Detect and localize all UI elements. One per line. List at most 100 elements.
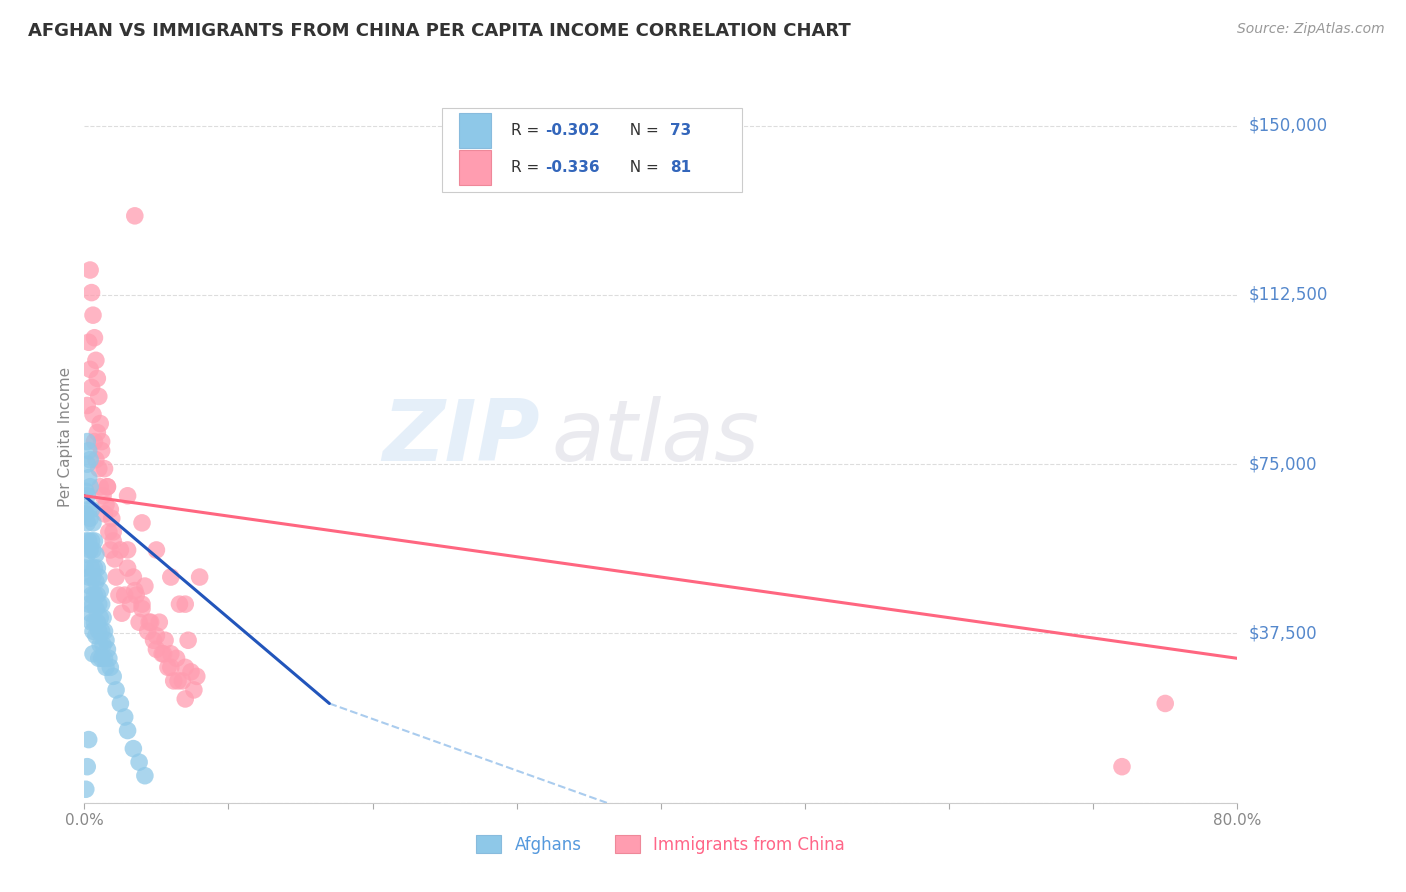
Point xyxy=(124,583,146,598)
Point xyxy=(145,629,167,643)
Point xyxy=(90,651,112,665)
Point xyxy=(84,353,107,368)
Point xyxy=(93,624,115,639)
Point xyxy=(83,615,105,630)
Point xyxy=(183,682,205,697)
Point xyxy=(124,209,146,223)
Y-axis label: Per Capita Income: Per Capita Income xyxy=(58,367,73,508)
Point xyxy=(139,615,162,630)
Point xyxy=(82,647,104,661)
Point xyxy=(79,606,101,620)
Point xyxy=(84,601,107,615)
Point xyxy=(128,755,150,769)
Point xyxy=(1111,760,1133,774)
Point xyxy=(84,629,107,643)
Point xyxy=(75,782,97,797)
Point xyxy=(142,633,165,648)
Point xyxy=(96,480,118,494)
Point xyxy=(80,615,103,630)
Point xyxy=(87,570,110,584)
Point xyxy=(75,533,97,548)
Point xyxy=(82,516,104,530)
Text: -0.336: -0.336 xyxy=(546,160,600,175)
Point xyxy=(76,760,98,774)
Point xyxy=(177,633,200,648)
Point xyxy=(117,543,139,558)
Point xyxy=(186,669,208,683)
Point xyxy=(110,543,132,558)
Text: -0.302: -0.302 xyxy=(546,123,600,138)
Point xyxy=(89,583,111,598)
Point xyxy=(80,533,103,548)
Point xyxy=(103,524,124,539)
Point xyxy=(83,331,105,345)
Point xyxy=(172,673,194,688)
Point xyxy=(122,741,145,756)
Point xyxy=(94,498,117,512)
Point xyxy=(89,610,111,624)
Point xyxy=(80,588,103,602)
Point xyxy=(117,723,139,738)
Point xyxy=(169,597,191,611)
Point xyxy=(83,434,105,449)
Point xyxy=(83,588,105,602)
Point xyxy=(86,371,108,385)
Point xyxy=(138,615,160,630)
Point xyxy=(76,457,98,471)
Text: 73: 73 xyxy=(671,123,692,138)
Point xyxy=(87,461,110,475)
Text: R =: R = xyxy=(510,160,544,175)
Point xyxy=(76,489,98,503)
Point xyxy=(136,624,159,639)
Point xyxy=(77,335,100,350)
Legend: Afghans, Immigrants from China: Afghans, Immigrants from China xyxy=(470,829,852,860)
Point xyxy=(89,638,111,652)
Point xyxy=(131,597,153,611)
Point xyxy=(77,732,100,747)
Point xyxy=(79,480,101,494)
Point xyxy=(174,660,197,674)
Point xyxy=(79,543,101,558)
Point xyxy=(108,588,131,602)
Point xyxy=(94,633,117,648)
Text: $150,000: $150,000 xyxy=(1249,117,1327,135)
Point xyxy=(145,543,167,558)
Point xyxy=(97,651,120,665)
Point xyxy=(98,502,121,516)
Point xyxy=(91,610,114,624)
Point xyxy=(94,660,117,674)
Point xyxy=(80,561,103,575)
Point xyxy=(93,651,115,665)
Text: atlas: atlas xyxy=(551,395,759,479)
Point xyxy=(75,561,97,575)
Point xyxy=(163,673,186,688)
Point xyxy=(93,461,115,475)
Point xyxy=(76,548,98,562)
Point xyxy=(79,579,101,593)
Point xyxy=(160,660,183,674)
Point xyxy=(117,489,139,503)
Point xyxy=(86,425,108,440)
FancyBboxPatch shape xyxy=(441,108,741,192)
Point xyxy=(103,669,124,683)
Point xyxy=(91,638,114,652)
Point xyxy=(77,533,100,548)
Point xyxy=(166,651,188,665)
Point xyxy=(114,588,136,602)
Point xyxy=(82,570,104,584)
Point xyxy=(150,647,173,661)
Point xyxy=(160,647,183,661)
Point xyxy=(80,502,103,516)
Point xyxy=(188,570,211,584)
Text: R =: R = xyxy=(510,123,544,138)
Point xyxy=(114,710,136,724)
Point xyxy=(128,615,150,630)
Point xyxy=(152,647,174,661)
Point xyxy=(91,489,114,503)
Point xyxy=(105,570,128,584)
Point xyxy=(77,443,100,458)
Point xyxy=(117,561,139,575)
Point xyxy=(76,399,98,413)
Point xyxy=(134,769,156,783)
Text: Source: ZipAtlas.com: Source: ZipAtlas.com xyxy=(1237,22,1385,37)
